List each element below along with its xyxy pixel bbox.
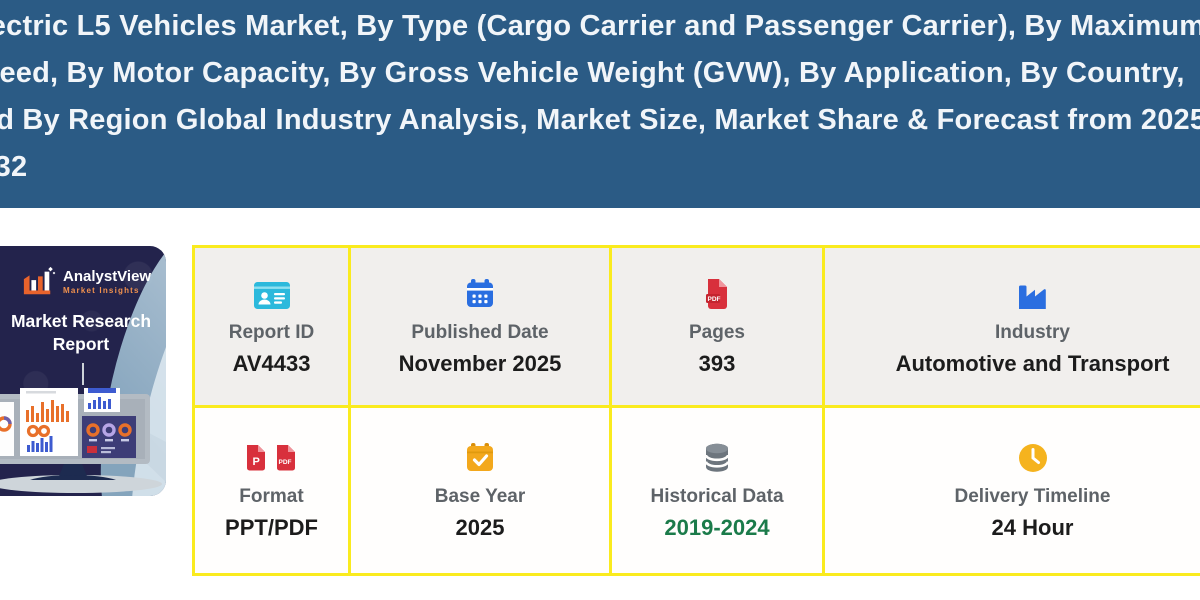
info-value: Automotive and Transport [895, 350, 1170, 376]
info-value: 393 [698, 350, 736, 376]
info-value: 2025 [455, 514, 505, 540]
info-cell-delivery-timeline: Delivery Timeline 24 Hour [825, 408, 1200, 573]
cover-divider [82, 362, 84, 385]
page-title-line-1: Electric L5 Vehicles Market, By Type (Ca… [0, 10, 1200, 42]
cover-title-line-1: Market Research [10, 311, 152, 331]
cover-title-line-2: Report [52, 333, 110, 354]
page-title-line-4: 2032 [0, 151, 28, 183]
calendar-icon [465, 277, 495, 309]
info-cell-industry: Industry Automotive and Transport [825, 248, 1200, 405]
info-cell-base-year: Base Year 2025 [351, 408, 609, 573]
info-label: Published Date [411, 321, 549, 343]
info-value: 24 Hour [991, 514, 1074, 540]
info-label: Report ID [228, 321, 315, 343]
ppt-pdf-files-icon: P PDF [244, 441, 300, 473]
info-value: November 2025 [398, 350, 562, 376]
brand-name: AnalystView [63, 267, 152, 285]
info-label: Historical Data [650, 485, 784, 507]
info-label: Pages [689, 321, 745, 343]
cover-title: Market Research Report [0, 310, 166, 356]
factory-icon [1017, 277, 1049, 309]
svg-text:PDF: PDF [708, 296, 721, 303]
info-value: PPT/PDF [225, 514, 318, 540]
page-header: Electric L5 Vehicles Market, By Type (Ca… [0, 0, 1200, 208]
info-cell-historical-data: Historical Data 2019-2024 [612, 408, 822, 573]
page-title-line-2: Speed, By Motor Capacity, By Gross Vehic… [0, 57, 1185, 89]
report-cover-card: AnalystView Market Insights Market Resea… [0, 246, 166, 496]
svg-text:P: P [252, 456, 259, 468]
database-icon [704, 441, 730, 473]
clock-icon [1018, 441, 1048, 473]
svg-text:PDF: PDF [278, 459, 291, 466]
info-label: Base Year [434, 485, 526, 507]
page-title-line-3: and By Region Global Industry Analysis, … [0, 104, 1200, 136]
info-label: Industry [995, 321, 1070, 343]
brand-row: AnalystView Market Insights [20, 266, 166, 298]
brand-text: AnalystView Market Insights [63, 267, 152, 296]
calendar-check-icon [465, 441, 495, 473]
info-cell-published-date: Published Date November 2025 [351, 248, 609, 405]
info-value: AV4433 [232, 350, 311, 376]
info-label: Format [239, 485, 304, 507]
info-value: 2019-2024 [664, 514, 770, 540]
info-cell-report-id: Report ID AV4433 [195, 248, 348, 405]
analystview-logo-icon [23, 266, 56, 295]
brand-subtitle: Market Insights [63, 286, 140, 296]
info-label: Delivery Timeline [954, 485, 1111, 507]
info-cell-pages: PDF Pages 393 [612, 248, 822, 405]
info-cell-format: P PDF Format PPT/PDF [195, 408, 348, 573]
report-info-grid: Report ID AV4433 Published Date [192, 245, 1200, 576]
charts-monitor-illustration [0, 388, 166, 493]
id-card-icon [253, 277, 290, 309]
pdf-file-icon: PDF [704, 277, 730, 309]
